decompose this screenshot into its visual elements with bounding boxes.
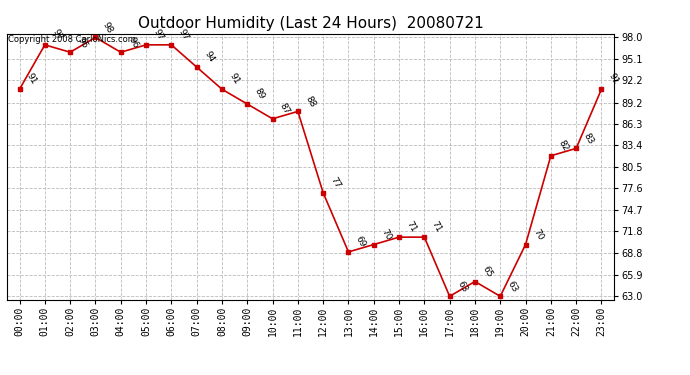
Text: 69: 69 [354, 235, 368, 249]
Text: 91: 91 [607, 72, 620, 87]
Text: 98: 98 [101, 20, 115, 34]
Text: 83: 83 [582, 131, 595, 146]
Title: Outdoor Humidity (Last 24 Hours)  20080721: Outdoor Humidity (Last 24 Hours) 2008072… [137, 16, 484, 31]
Text: 96: 96 [76, 35, 89, 50]
Text: 87: 87 [278, 102, 292, 116]
Text: 70: 70 [380, 227, 393, 242]
Text: 63: 63 [506, 279, 520, 294]
Text: 82: 82 [556, 139, 570, 153]
Text: 71: 71 [430, 220, 444, 234]
Text: 65: 65 [480, 264, 494, 279]
Text: 88: 88 [304, 94, 317, 109]
Text: 97: 97 [177, 28, 190, 42]
Text: Copyright 2008 CarloNics.com: Copyright 2008 CarloNics.com [8, 35, 136, 44]
Text: 97: 97 [152, 28, 165, 42]
Text: 71: 71 [404, 220, 418, 234]
Text: 91: 91 [228, 72, 241, 87]
Text: 94: 94 [202, 50, 216, 64]
Text: 63: 63 [455, 279, 469, 294]
Text: 97: 97 [50, 28, 64, 42]
Text: 70: 70 [531, 227, 544, 242]
Text: 89: 89 [253, 87, 266, 101]
Text: 91: 91 [25, 72, 39, 87]
Text: 77: 77 [328, 176, 342, 190]
Text: 96: 96 [126, 35, 140, 50]
